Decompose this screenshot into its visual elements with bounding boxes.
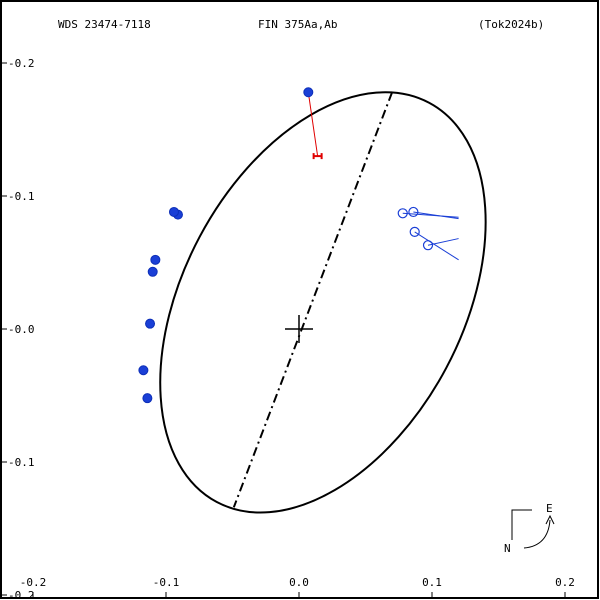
open-observation-point [408,206,419,218]
compass: E N [504,502,555,555]
compass-north-label: N [504,542,511,555]
x-tick-label: -0.2 [20,576,47,589]
y-tick-label: -0.2 [8,57,35,70]
open-observation-point [409,226,420,238]
filled-observation-point [142,393,153,404]
filled-observation-point [150,254,161,265]
axis-ticks: -0.2 -0.1 0.0 0.1 0.2 -0.2 -0.1 -0.0 -0.1 -0.2 [1,57,575,600]
open-observation-residual [413,211,459,220]
observation-points [138,87,459,404]
open-observation-point [397,208,408,219]
y-tick-label: -0.0 [8,323,35,336]
line-of-nodes [232,91,394,508]
header-wds-id: WDS 23474-7118 [58,18,151,31]
open-observation-point [422,240,434,251]
y-tick-label: -0.1 [8,190,35,203]
orbit-layer [159,91,487,514]
compass-arrow [523,519,551,549]
orbit-ellipse [159,91,487,514]
compass-axes [511,509,532,540]
header-reference: (Tok2024b) [478,18,544,31]
compass-east-label: E [546,502,553,515]
compass-arrow-head [545,514,555,525]
x-tick-label: 0.1 [422,576,442,589]
filled-observation-point [168,206,179,217]
header-pair-name: FIN 375Aa,Ab [258,18,337,31]
filled-observation-point [145,318,156,329]
x-tick-label: 0.0 [289,576,309,589]
open-observation-residual [402,212,459,218]
open-observation-residual [427,238,459,246]
y-tick-label: -0.2 [8,589,35,600]
filled-observation-point [138,365,149,376]
filled-observation-point [303,87,314,98]
x-tick-label: -0.1 [153,576,180,589]
x-tick-label: 0.2 [555,576,575,589]
y-tick-label: -0.1 [8,456,35,469]
filled-observation-point [147,266,158,277]
red-residual-line [307,92,319,157]
open-observation-residual [414,231,459,261]
